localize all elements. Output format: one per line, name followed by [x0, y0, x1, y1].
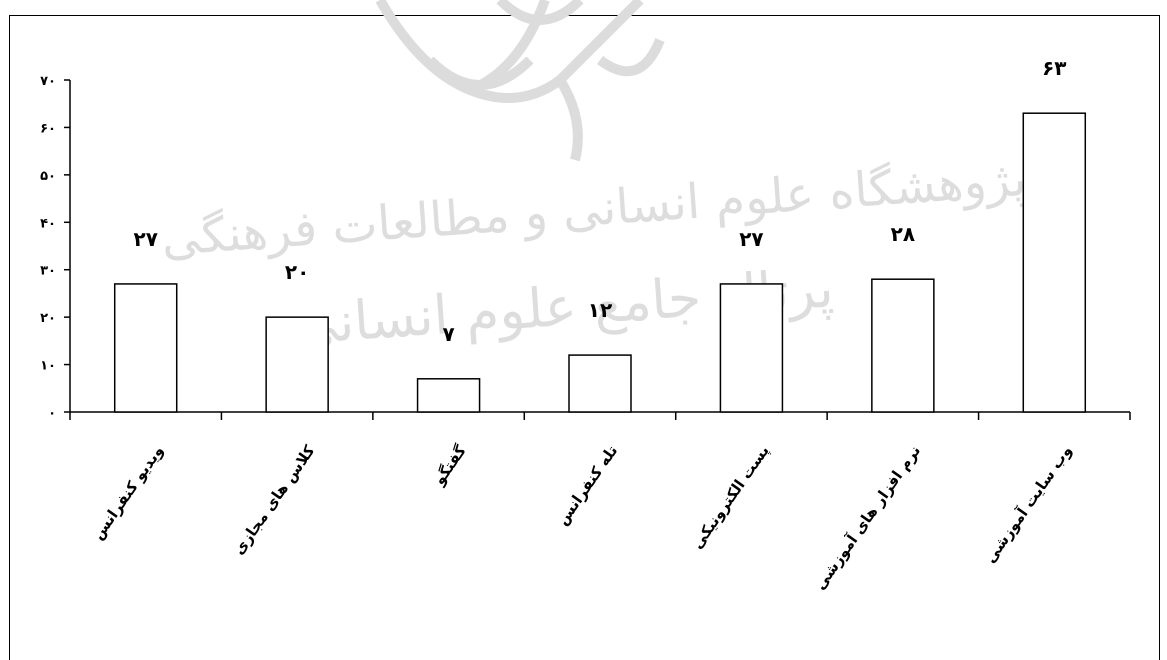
data-label: ۲۸: [891, 222, 915, 246]
data-label: ۶۳: [1042, 56, 1066, 80]
category-label: پست الکترونیکی: [688, 442, 774, 553]
category-label: ویدیو کنفرانس: [89, 442, 167, 543]
data-labels: ۲۷ ۲۰ ۷ ۱۲ ۲۷ ۲۸ ۶۳: [134, 56, 1067, 346]
bar: [1022, 112, 1087, 413]
category-label: وب سایت آموزشی: [981, 442, 1076, 566]
x-axis: [69, 411, 1131, 420]
data-label: ۲۷: [739, 227, 763, 251]
y-tick-label: ۴۰: [40, 216, 56, 231]
watermark-logo: [375, 0, 665, 162]
data-label: ۲۷: [134, 227, 158, 251]
bar: [871, 278, 935, 413]
category-label: تله کنفرانس: [553, 442, 621, 529]
y-tick-label: ۲۰: [40, 311, 56, 326]
bar: [113, 283, 178, 413]
category-labels: ویدیو کنفرانس کلاس های مجازی گفتگو تله کنفر…: [89, 442, 1076, 593]
data-label: ۱۲: [588, 298, 612, 322]
y-axis: ۰ ۱۰ ۲۰ ۳۰ ۴۰ ۵۰ ۶۰ ۷۰: [40, 74, 71, 421]
category-label: گفتگو: [429, 442, 470, 489]
bars: [113, 112, 1087, 413]
data-label: ۲۰: [285, 260, 309, 284]
chart-frame: [9, 15, 1160, 660]
y-tick-label: ۱۰: [40, 359, 56, 374]
bar: [416, 378, 481, 413]
y-tick-label: ۷۰: [40, 74, 56, 89]
y-tick-label: ۰: [48, 406, 56, 421]
y-tick-label: ۵۰: [40, 169, 56, 184]
category-label: نرم افزار های آموزشی: [811, 442, 924, 593]
y-tick-label: ۶۰: [40, 121, 56, 136]
data-label: ۷: [442, 322, 454, 346]
y-tick-label: ۳۰: [40, 264, 56, 279]
bar: [568, 354, 632, 413]
bar: [265, 316, 329, 413]
bar: [719, 283, 784, 413]
category-label: کلاس های مجازی: [230, 442, 319, 558]
